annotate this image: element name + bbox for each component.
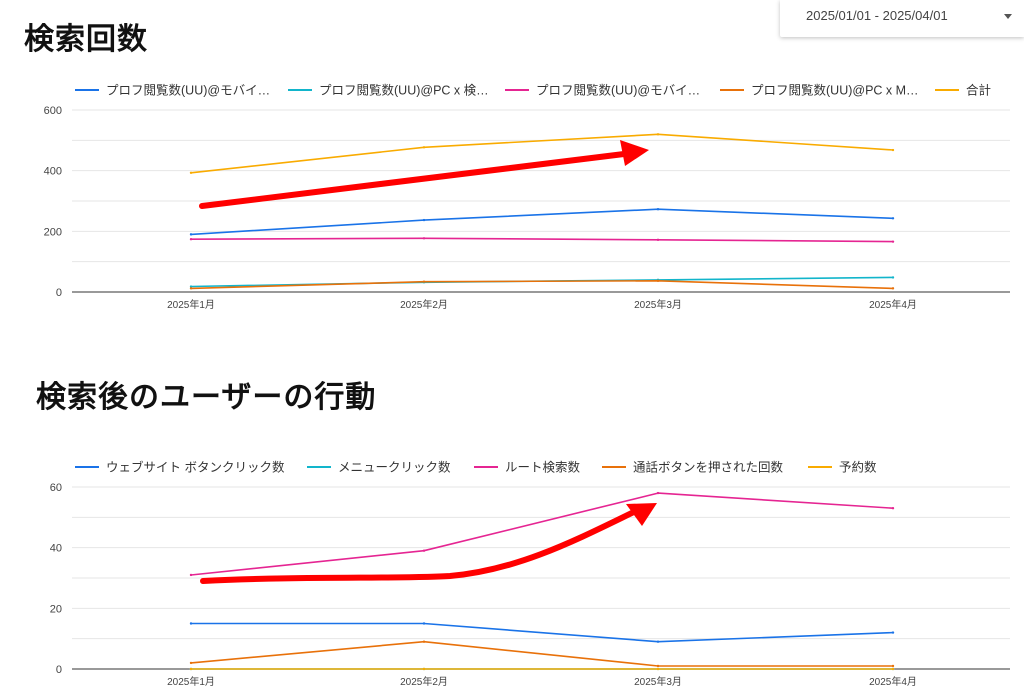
legend-label: ウェブサイト ボタンクリック数: [106, 460, 285, 475]
data-point: [189, 285, 193, 288]
legend-label: プロフ閲覧数(UU)@PC x 検…: [319, 83, 489, 98]
data-point: [891, 631, 895, 634]
data-point: [422, 549, 426, 552]
data-point: [189, 287, 193, 290]
x-tick-label: 2025年4月: [869, 298, 917, 311]
data-point: [891, 664, 895, 668]
data-point: [189, 622, 193, 625]
legend-label: メニュークリック数: [338, 460, 451, 475]
series-line: [190, 640, 893, 667]
data-point: [891, 240, 895, 243]
data-point: [891, 287, 895, 290]
data-point: [656, 279, 660, 282]
chevron-down-icon[interactable]: [1004, 14, 1012, 19]
legend-label: プロフ閲覧数(UU)@PC x M…: [751, 83, 919, 98]
annotation-arrowhead: [620, 140, 649, 166]
data-point: [656, 664, 660, 668]
legend-label: 通話ボタンを押された回数: [633, 460, 784, 475]
data-point: [422, 640, 426, 643]
x-tick-label: 2025年1月: [167, 675, 215, 688]
series-line: [190, 208, 894, 236]
y-tick-label: 400: [44, 166, 62, 178]
data-point: [656, 207, 660, 211]
annotation-arrow-shaft: [199, 151, 627, 209]
series-line: [190, 133, 894, 174]
legend-label: ルート検索数: [505, 460, 581, 475]
user-action-chart: 0 20 40 60 2025年1月 2025年2月 2025年3月 2025年4月 ウェブサイ…: [50, 460, 1010, 688]
series-line: [191, 622, 894, 643]
data-point: [422, 218, 426, 222]
y-tick-label: 20: [50, 603, 62, 615]
data-point: [656, 640, 660, 643]
data-point: [422, 280, 426, 283]
date-range-text: 2025/01/01 - 2025/04/01: [806, 8, 948, 23]
data-point: [891, 667, 895, 671]
x-tick-label: 2025年2月: [400, 298, 448, 311]
data-point: [656, 238, 660, 242]
x-tick-label: 2025年2月: [400, 675, 448, 688]
y-tick-label: 600: [44, 105, 62, 117]
x-tick-label: 2025年3月: [634, 298, 682, 311]
legend-label: プロフ閲覧数(UU)@モバイ…: [106, 83, 270, 98]
series-line: [190, 492, 894, 576]
series-line: [190, 280, 894, 290]
data-point: [891, 507, 895, 510]
data-point: [656, 491, 660, 495]
data-point: [422, 146, 426, 149]
legend-label: 予約数: [839, 460, 877, 475]
y-tick-label: 200: [44, 226, 62, 238]
search-count-chart: 0 200 400 600 2025年1月 2025年2月 2025年3月 2025年4月 プロ…: [44, 83, 1010, 311]
data-point: [891, 276, 895, 279]
annotation-arrowhead: [626, 503, 657, 526]
data-point: [422, 622, 426, 625]
y-tick-label: 0: [56, 664, 62, 676]
data-point: [656, 133, 660, 136]
y-tick-label: 40: [50, 543, 62, 555]
section-title-post-search-actions: 検索後のユーザーの行動: [36, 380, 377, 415]
date-range-picker[interactable]: 2025/01/01 - 2025/04/01: [780, 0, 1024, 37]
legend-label: 合計: [966, 83, 991, 98]
section-title-search-count: 検索回数: [24, 22, 148, 57]
data-point: [189, 667, 193, 671]
x-tick-label: 2025年4月: [869, 675, 917, 688]
data-point: [891, 148, 895, 152]
data-point: [189, 661, 193, 665]
series-line: [190, 237, 894, 243]
legend-label: プロフ閲覧数(UU)@モバイ…: [536, 83, 700, 98]
data-point: [422, 667, 426, 671]
data-point: [891, 217, 895, 220]
data-point: [422, 237, 426, 240]
x-tick-label: 2025年1月: [167, 298, 215, 311]
annotation-arrow-shaft: [200, 507, 641, 584]
y-tick-label: 60: [50, 482, 62, 494]
y-tick-label: 0: [56, 287, 62, 299]
data-point: [189, 171, 193, 174]
data-point: [189, 573, 193, 577]
data-point: [189, 238, 193, 241]
data-point: [189, 233, 193, 236]
data-point: [656, 667, 660, 671]
x-tick-label: 2025年3月: [634, 675, 682, 688]
